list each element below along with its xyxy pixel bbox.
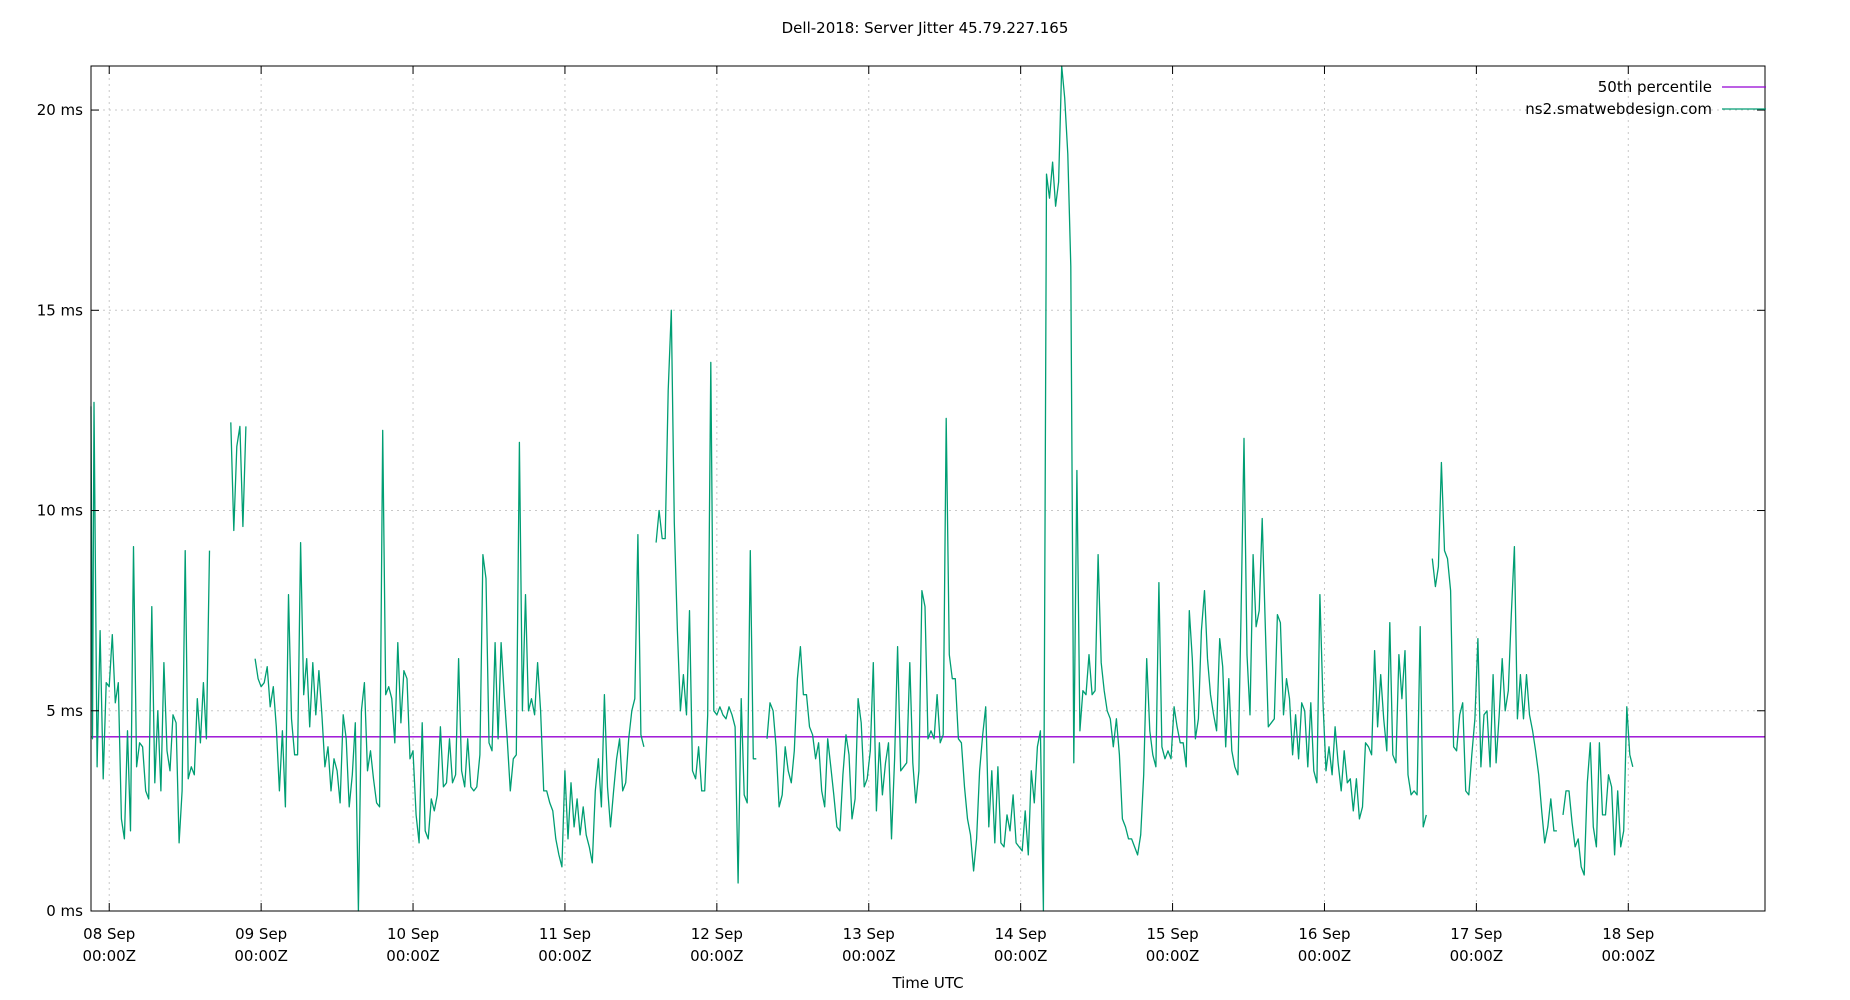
y-tick-label: 20 ms bbox=[37, 101, 83, 119]
legend: 50th percentile ns2.smatwebdesign.com bbox=[1525, 78, 1766, 118]
x-tick-label-time: 00:00Z bbox=[82, 947, 136, 965]
chart-title: Dell-2018: Server Jitter 45.79.227.165 bbox=[782, 19, 1069, 37]
x-tick-label-date: 09 Sep bbox=[235, 925, 287, 943]
x-tick-label-date: 08 Sep bbox=[83, 925, 135, 943]
x-tick-label-time: 00:00Z bbox=[386, 947, 440, 965]
grid bbox=[91, 66, 1765, 911]
series-line bbox=[1431, 461, 1557, 844]
series-line bbox=[1562, 706, 1634, 876]
x-tick-label-date: 18 Sep bbox=[1602, 925, 1654, 943]
y-tick-label: 15 ms bbox=[37, 301, 83, 319]
x-tick-label-date: 16 Sep bbox=[1298, 925, 1350, 943]
axis-ticks: 0 ms 5 ms 10 ms 15 ms 20 ms 08 Sep 00:00Z 09 Se… bbox=[37, 66, 1765, 965]
series-line bbox=[254, 429, 645, 912]
series-lines bbox=[90, 65, 1765, 912]
x-tick-label-date: 12 Sep bbox=[691, 925, 743, 943]
y-tick-label: 10 ms bbox=[37, 502, 83, 520]
series-line bbox=[655, 309, 757, 884]
x-tick-label-time: 00:00Z bbox=[994, 947, 1048, 965]
legend-label: 50th percentile bbox=[1598, 78, 1712, 96]
y-tick-label: 0 ms bbox=[46, 902, 83, 920]
x-tick-label-time: 00:00Z bbox=[1298, 947, 1352, 965]
y-tick-label: 5 ms bbox=[46, 702, 83, 720]
x-tick-label-time: 00:00Z bbox=[690, 947, 744, 965]
x-tick-label-time: 00:00Z bbox=[538, 947, 592, 965]
x-tick-label-time: 00:00Z bbox=[1450, 947, 1504, 965]
series-line bbox=[230, 422, 247, 532]
series-line bbox=[90, 401, 211, 844]
x-tick-label-date: 11 Sep bbox=[539, 925, 591, 943]
x-tick-label-date: 17 Sep bbox=[1450, 925, 1502, 943]
legend-label: ns2.smatwebdesign.com bbox=[1525, 100, 1712, 118]
x-tick-label-time: 00:00Z bbox=[842, 947, 896, 965]
x-axis-label: Time UTC bbox=[891, 974, 963, 992]
x-tick-label-time: 00:00Z bbox=[1602, 947, 1656, 965]
x-tick-label-date: 13 Sep bbox=[843, 925, 895, 943]
x-tick-label-time: 00:00Z bbox=[1146, 947, 1200, 965]
series-line bbox=[766, 65, 1427, 912]
x-tick-label-time: 00:00Z bbox=[234, 947, 288, 965]
series-2 bbox=[90, 65, 1634, 912]
x-tick-label-date: 14 Sep bbox=[995, 925, 1047, 943]
plot-frame bbox=[90, 65, 1766, 912]
x-tick-label-date: 10 Sep bbox=[387, 925, 439, 943]
x-tick-label-date: 15 Sep bbox=[1146, 925, 1198, 943]
